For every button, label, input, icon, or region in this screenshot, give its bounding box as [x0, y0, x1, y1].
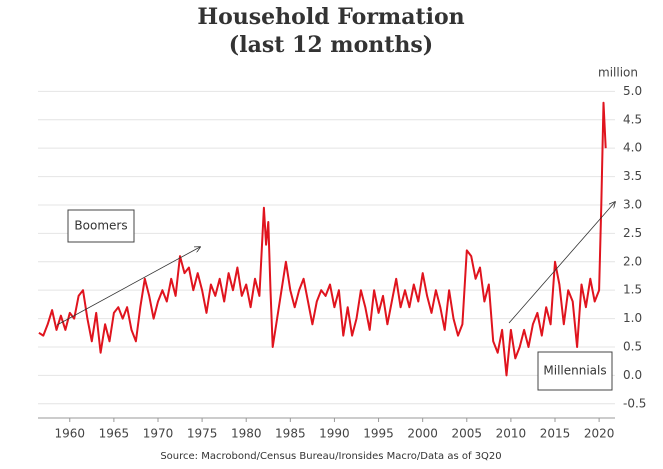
x-tick-label: 2015: [540, 427, 571, 441]
y-tick-label: 0.5: [623, 339, 642, 353]
chart-title: Household Formation: [197, 4, 464, 30]
chart-subtitle: (last 12 months): [229, 32, 433, 58]
x-tick-label: 1985: [275, 427, 306, 441]
y-tick-label: 3.0: [623, 197, 642, 211]
y-tick-label: 4.5: [623, 112, 642, 126]
y-tick-label: 3.5: [623, 169, 642, 183]
x-tick-label: 1995: [363, 427, 394, 441]
y-tick-label: 5.0: [623, 84, 642, 98]
annotation: Millennials: [543, 364, 606, 378]
x-tick-label: 2005: [452, 427, 483, 441]
x-tick-label: 2020: [584, 427, 615, 441]
y-tick-label: 1.5: [623, 283, 642, 297]
x-tick-label: 1980: [231, 427, 262, 441]
annotation-box: [537, 351, 613, 391]
data-line: [38, 101, 607, 377]
x-tick-label: 2010: [496, 427, 527, 441]
x-tick-label: 1970: [143, 427, 174, 441]
arrow: [508, 202, 615, 324]
y-tick-label: 0.0: [623, 368, 642, 382]
grid: -0.5 0.0 0.5 1.0 1.5 2.0 2.5 3.0 3.5 4.0 4.5 5.0 196…: [38, 84, 646, 441]
y-tick-label: 2.5: [623, 226, 642, 240]
y-tick-label: 2.0: [623, 254, 642, 268]
x-tick-label: 2000: [407, 427, 438, 441]
x-tick-label: 1965: [99, 427, 130, 441]
annotation: Boomers: [74, 219, 127, 233]
x-tick-label: 1990: [319, 427, 350, 441]
y-unit: million: [598, 66, 638, 80]
y-tick-label: 1.0: [623, 311, 642, 325]
x-tick-label: 1975: [187, 427, 218, 441]
x-tick-label: 1960: [54, 427, 85, 441]
source: Source: Macrobond/Census Bureau/Ironside…: [160, 451, 501, 462]
annotation-box: [67, 209, 135, 243]
y-tick-label: -0.5: [623, 396, 646, 410]
plot: [38, 101, 607, 377]
arrow: [56, 247, 200, 326]
y-tick-label: 4.0: [623, 141, 642, 155]
